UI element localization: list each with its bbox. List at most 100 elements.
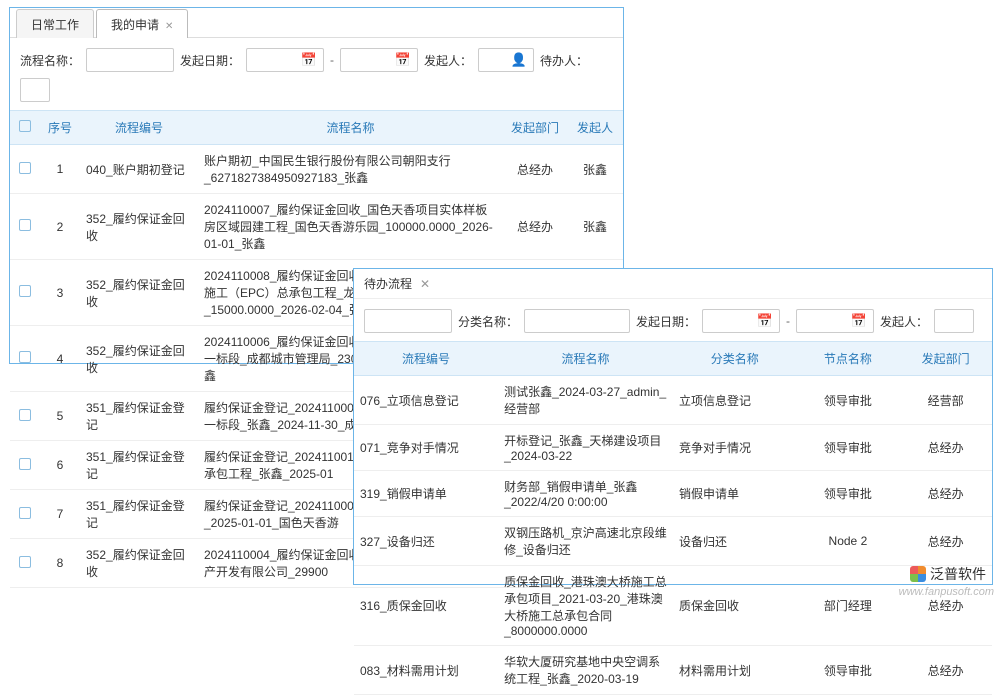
cell-node: 领导审批 — [796, 646, 899, 695]
tab-bar: 日常工作 我的申请 ✕ — [10, 8, 623, 38]
cell-seq: 7 — [40, 490, 80, 539]
filter-label-assignee: 待办人： — [540, 52, 588, 69]
table-row[interactable]: 1040_账户期初登记账户期初_中国民生银行股份有限公司朝阳支行_6271827… — [10, 145, 623, 194]
th-code: 流程编号 — [354, 342, 498, 376]
filter-label-cat: 分类名称： — [458, 313, 518, 330]
cell-seq: 8 — [40, 539, 80, 588]
row-checkbox[interactable] — [19, 458, 31, 470]
close-icon[interactable]: ✕ — [420, 277, 430, 291]
cell-code: 327_设备归还 — [354, 517, 498, 566]
cell-code: 040_账户期初登记 — [80, 145, 198, 194]
initiator-input[interactable]: 👤 — [478, 48, 534, 72]
cell-seq: 5 — [40, 392, 80, 441]
row-checkbox[interactable] — [19, 162, 31, 174]
cell-initiator: 张鑫 — [567, 194, 623, 260]
row-checkbox[interactable] — [19, 219, 31, 231]
th-cat: 分类名称 — [673, 342, 796, 376]
cell-cat: 质保金回收 — [673, 566, 796, 646]
panel-title-bar: 待办流程 ✕ — [354, 269, 992, 299]
assignee-input[interactable] — [20, 78, 50, 102]
table-row[interactable]: 076_立项信息登记测试张鑫_2024-03-27_admin_经营部立项信息登… — [354, 376, 992, 425]
cell-dept: 总经办 — [899, 646, 992, 695]
cell-code: 316_质保金回收 — [354, 566, 498, 646]
brand-logo-icon — [910, 566, 926, 582]
table-row[interactable]: 083_材料需用计划华软大厦研究基地中央空调系统工程_张鑫_2020-03-19… — [354, 646, 992, 695]
cell-cat: 设备归还 — [673, 517, 796, 566]
th-name: 流程名称 — [198, 111, 503, 145]
cell-seq: 1 — [40, 145, 80, 194]
initiator-input[interactable] — [934, 309, 974, 333]
row-checkbox[interactable] — [19, 507, 31, 519]
row-checkbox[interactable] — [19, 556, 31, 568]
date-from-input[interactable]: 📅 — [702, 309, 780, 333]
cell-dept: 总经办 — [899, 471, 992, 517]
th-dept: 发起部门 — [503, 111, 567, 145]
tab-my-applications[interactable]: 我的申请 ✕ — [96, 9, 188, 38]
tab-label: 我的申请 — [111, 18, 159, 32]
calendar-icon: 📅 — [851, 313, 867, 329]
cell-code: 352_履约保证金回收 — [80, 326, 198, 392]
cell-seq: 2 — [40, 194, 80, 260]
cell-node: 领导审批 — [796, 376, 899, 425]
cell-code: 076_立项信息登记 — [354, 376, 498, 425]
cell-name: 华软大厦研究基地中央空调系统工程_张鑫_2020-03-19 — [498, 646, 673, 695]
process-name-input[interactable] — [86, 48, 174, 72]
category-input[interactable] — [524, 309, 630, 333]
cell-cat: 材料需用计划 — [673, 646, 796, 695]
cell-name: 财务部_销假申请单_张鑫_2022/4/20 0:00:00 — [498, 471, 673, 517]
th-dept: 发起部门 — [899, 342, 992, 376]
cell-name: 2024110007_履约保证金回收_国色天香项目实体样板房区域园建工程_国色天… — [198, 194, 503, 260]
filter-label-name: 流程名称： — [20, 52, 80, 69]
range-separator: - — [330, 53, 334, 67]
cell-name: 测试张鑫_2024-03-27_admin_经营部 — [498, 376, 673, 425]
select-all-checkbox[interactable] — [19, 120, 31, 132]
panel-title: 待办流程 — [364, 275, 412, 292]
todo-table: 流程编号 流程名称 分类名称 节点名称 发起部门 076_立项信息登记测试张鑫_… — [354, 341, 992, 695]
cell-node: Node 2 — [796, 517, 899, 566]
cell-code: 351_履约保证金登记 — [80, 392, 198, 441]
cell-seq: 4 — [40, 326, 80, 392]
cell-cat: 销假申请单 — [673, 471, 796, 517]
user-icon: 👤 — [511, 52, 527, 68]
row-checkbox[interactable] — [19, 285, 31, 297]
cell-code: 319_销假申请单 — [354, 471, 498, 517]
filter-bar: 分类名称： 发起日期： 📅 - 📅 发起人： — [354, 299, 992, 341]
cell-dept: 经营部 — [899, 376, 992, 425]
todo-process-panel: 待办流程 ✕ 分类名称： 发起日期： 📅 - 📅 发起人： 流程编号 流程名称 … — [353, 268, 993, 585]
watermark-text: www.fanpusoft.com — [899, 586, 994, 598]
close-icon[interactable]: ✕ — [165, 21, 173, 32]
date-to-input[interactable]: 📅 — [340, 48, 418, 72]
filter-bar: 流程名称： 发起日期： 📅 - 📅 发起人： 👤 待办人： — [10, 38, 623, 110]
row-checkbox[interactable] — [19, 409, 31, 421]
date-from-input[interactable]: 📅 — [246, 48, 324, 72]
th-node: 节点名称 — [796, 342, 899, 376]
tab-daily[interactable]: 日常工作 — [16, 9, 94, 38]
cell-node: 领导审批 — [796, 471, 899, 517]
cell-node: 部门经理 — [796, 566, 899, 646]
row-checkbox[interactable] — [19, 351, 31, 363]
cell-name: 开标登记_张鑫_天梯建设项目_2024-03-22 — [498, 425, 673, 471]
keyword-input[interactable] — [364, 309, 452, 333]
th-seq: 序号 — [40, 111, 80, 145]
table-row[interactable]: 2352_履约保证金回收2024110007_履约保证金回收_国色天香项目实体样… — [10, 194, 623, 260]
filter-label-date: 发起日期： — [180, 52, 240, 69]
table-row[interactable]: 316_质保金回收质保金回收_港珠澳大桥施工总承包项目_2021-03-20_港… — [354, 566, 992, 646]
cell-dept: 总经办 — [503, 194, 567, 260]
filter-label-initiator: 发起人： — [880, 313, 928, 330]
brand-badge: 泛普软件 — [910, 564, 986, 584]
table-row[interactable]: 327_设备归还双钢压路机_京沪高速北京段维修_设备归还设备归还Node 2总经… — [354, 517, 992, 566]
cell-code: 351_履约保证金登记 — [80, 490, 198, 539]
filter-label-initiator: 发起人： — [424, 52, 472, 69]
table-row[interactable]: 071_竞争对手情况开标登记_张鑫_天梯建设项目_2024-03-22竞争对手情… — [354, 425, 992, 471]
cell-seq: 6 — [40, 441, 80, 490]
tab-label: 日常工作 — [31, 18, 79, 32]
th-code: 流程编号 — [80, 111, 198, 145]
cell-initiator: 张鑫 — [567, 145, 623, 194]
table-row[interactable]: 319_销假申请单财务部_销假申请单_张鑫_2022/4/20 0:00:00销… — [354, 471, 992, 517]
th-initiator: 发起人 — [567, 111, 623, 145]
date-to-input[interactable]: 📅 — [796, 309, 874, 333]
cell-code: 352_履约保证金回收 — [80, 539, 198, 588]
cell-code: 083_材料需用计划 — [354, 646, 498, 695]
cell-dept: 总经办 — [503, 145, 567, 194]
calendar-icon: 📅 — [301, 52, 317, 68]
